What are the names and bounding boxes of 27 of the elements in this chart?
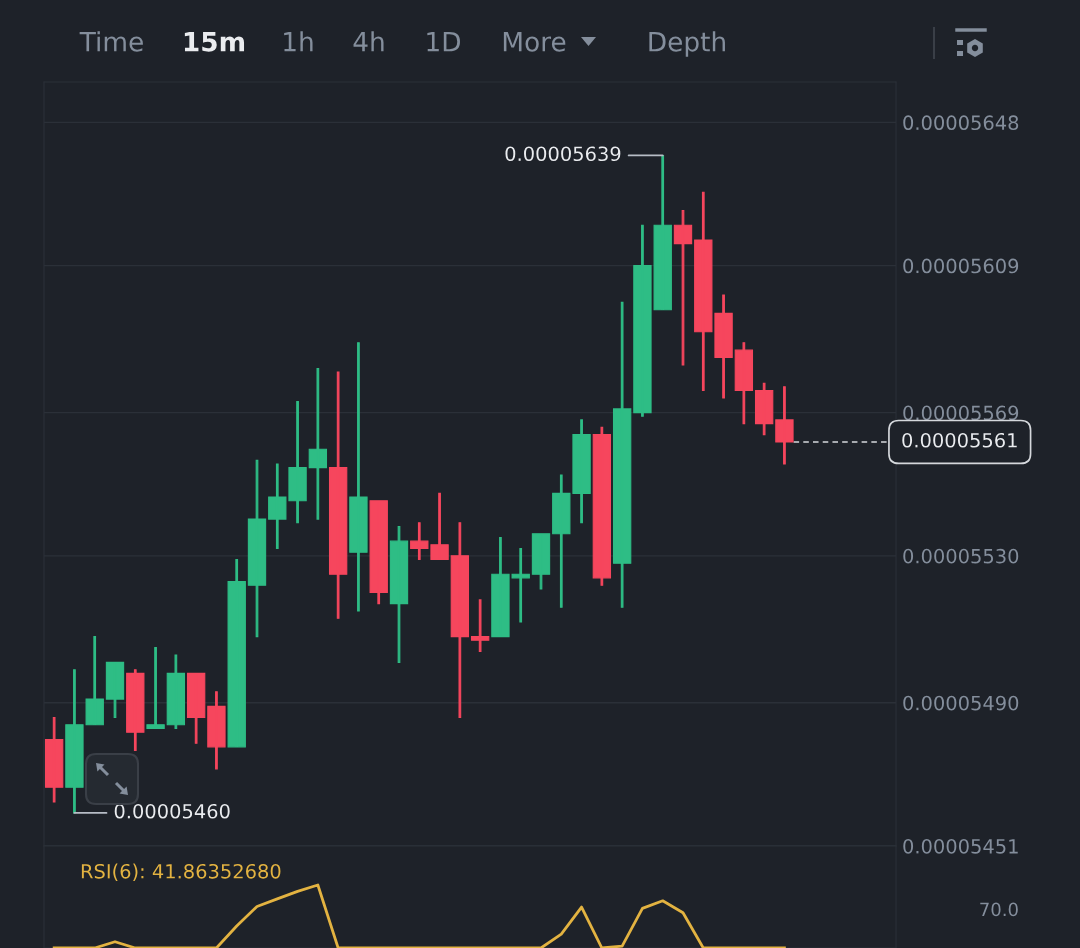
text: More [503,32,566,52]
y-tick-label: 0.00005530 [903,548,1019,564]
annotation: 0.00005639 [505,146,621,162]
y-tick-label: 0.00005490 [903,695,1019,711]
candlestick [126,669,145,752]
candlestick [470,599,490,652]
text: 1D [427,32,460,52]
text: 15m [184,32,245,52]
text: 1h [284,31,313,52]
text: 4h [353,31,384,52]
candlestick [227,558,246,748]
series-label: RSI(6): 41.86352680 [81,863,281,881]
text: Depth [649,31,725,57]
y-tick-label: 0.00005569 [903,405,1019,421]
text: 70.0 [980,902,1018,917]
annotation: 0.00005460 [114,803,230,819]
y-tick-label: 0.00005648 [903,115,1019,131]
candlestick [146,647,165,730]
candlestick [308,367,328,520]
candlestick [207,691,226,770]
y-tick-label: 0.00005609 [903,258,1019,274]
y-tick-label: 0.00005451 [903,838,1018,854]
ref-line-label: 0.00005561 [902,432,1017,448]
candlestick [369,500,388,605]
candlestick [775,386,794,465]
text: Time [79,31,143,52]
candlestick [349,342,368,612]
